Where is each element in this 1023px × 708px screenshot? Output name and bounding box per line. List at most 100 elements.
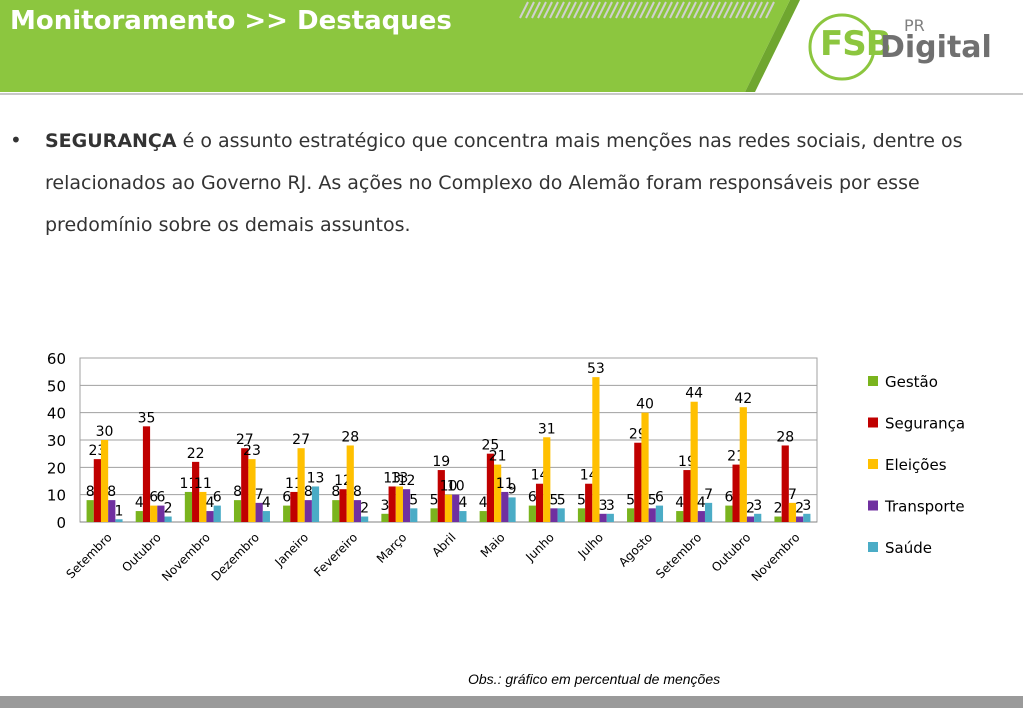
y-tick-label: 20: [47, 459, 66, 477]
data-label: 28: [776, 429, 794, 445]
data-label: 3: [599, 498, 608, 514]
data-label: 8: [353, 484, 362, 500]
data-label: 2: [746, 501, 755, 517]
data-label: 4: [697, 495, 706, 511]
footer-bar: [0, 696, 1023, 708]
data-label: 6: [156, 490, 165, 506]
data-label: 8: [86, 484, 95, 500]
data-label: 25: [482, 438, 500, 454]
bar: [444, 494, 453, 522]
bar: [557, 508, 565, 522]
bar: [199, 491, 207, 522]
y-tick-label: 60: [47, 350, 66, 368]
data-label: 2: [774, 501, 783, 517]
bar: [732, 464, 740, 522]
data-label: 6: [528, 490, 537, 506]
data-label: 8: [304, 484, 313, 500]
bar: [402, 489, 411, 522]
bar: [93, 459, 101, 522]
bar: [501, 491, 509, 522]
data-label: 6: [149, 490, 158, 506]
x-tick-label: Abril: [429, 530, 458, 559]
data-label: 5: [409, 492, 418, 508]
bar: [86, 500, 94, 522]
data-label: 5: [550, 492, 559, 508]
data-label: 1: [115, 503, 124, 519]
legend-label: Saúde: [885, 539, 932, 557]
data-label: 8: [331, 484, 340, 500]
data-label: 19: [432, 454, 450, 470]
x-tick-label: Setembro: [653, 530, 704, 581]
bar: [634, 442, 642, 522]
bar: [157, 505, 165, 522]
data-label: 10: [440, 479, 458, 495]
data-label: 4: [675, 495, 684, 511]
y-tick-label: 0: [56, 514, 66, 532]
bar: [803, 513, 811, 522]
data-label: 5: [577, 492, 586, 508]
bar: [508, 497, 516, 522]
data-label: 7: [255, 487, 264, 503]
logo-digital-text: Digital: [880, 30, 992, 65]
data-label: 4: [262, 495, 271, 511]
data-label: 13: [307, 470, 325, 486]
legend-label: Segurança: [885, 415, 965, 433]
bar: [452, 494, 460, 522]
bar: [543, 437, 551, 522]
legend-label: Transporte: [884, 498, 965, 516]
data-label: 3: [753, 498, 762, 514]
logo-fsb-text: FSB: [820, 24, 892, 64]
data-label: 40: [636, 397, 654, 413]
data-label: 6: [724, 490, 733, 506]
x-tick-label: Junho: [522, 530, 556, 564]
bar: [655, 505, 664, 522]
legend-swatch: [868, 376, 878, 386]
x-tick-label: Fevereiro: [311, 530, 360, 579]
bar: [754, 513, 762, 522]
data-label: 7: [704, 487, 713, 503]
bar: [599, 513, 607, 522]
page-title: Monitoramento >> Destaques: [10, 6, 452, 36]
data-label: 2: [795, 501, 804, 517]
data-label: 2: [164, 501, 173, 517]
x-tick-label: Janeiro: [271, 530, 311, 570]
data-label: 28: [341, 429, 359, 445]
bar: [135, 511, 143, 522]
data-label: 11: [194, 476, 212, 492]
bullet-highlight: SEGURANÇA: [45, 130, 177, 152]
data-label: 6: [213, 490, 222, 506]
logo-ring-icon: [808, 13, 876, 81]
bar: [297, 448, 305, 522]
x-tick-label: Março: [374, 530, 410, 566]
bar: [683, 470, 691, 522]
data-label: 42: [734, 391, 752, 407]
data-label: 30: [96, 424, 114, 440]
bar: [388, 486, 396, 522]
data-label: 9: [508, 481, 517, 497]
bar: [796, 516, 804, 522]
bar: [725, 505, 733, 522]
data-label: 7: [788, 487, 797, 503]
bar: [248, 459, 256, 522]
data-label: 27: [236, 432, 254, 448]
bar: [641, 412, 649, 522]
y-tick-label: 50: [47, 377, 66, 395]
data-label: 13: [390, 470, 408, 486]
data-label: 6: [282, 490, 291, 506]
bar: [528, 505, 536, 522]
x-tick-label: Dezembro: [209, 530, 262, 583]
data-label: 27: [292, 432, 310, 448]
bar: [206, 511, 214, 522]
bar: [361, 516, 369, 522]
x-tick-label: Agosto: [616, 530, 655, 569]
data-label: 2: [360, 501, 369, 517]
data-label: 11: [496, 476, 514, 492]
bar: [774, 516, 782, 522]
bar: [479, 511, 487, 522]
data-label: 5: [430, 492, 439, 508]
bar: [233, 500, 242, 522]
data-label: 4: [479, 495, 488, 511]
bar: [494, 464, 502, 522]
x-tick-label: Maio: [478, 530, 508, 560]
data-label: 5: [626, 492, 635, 508]
